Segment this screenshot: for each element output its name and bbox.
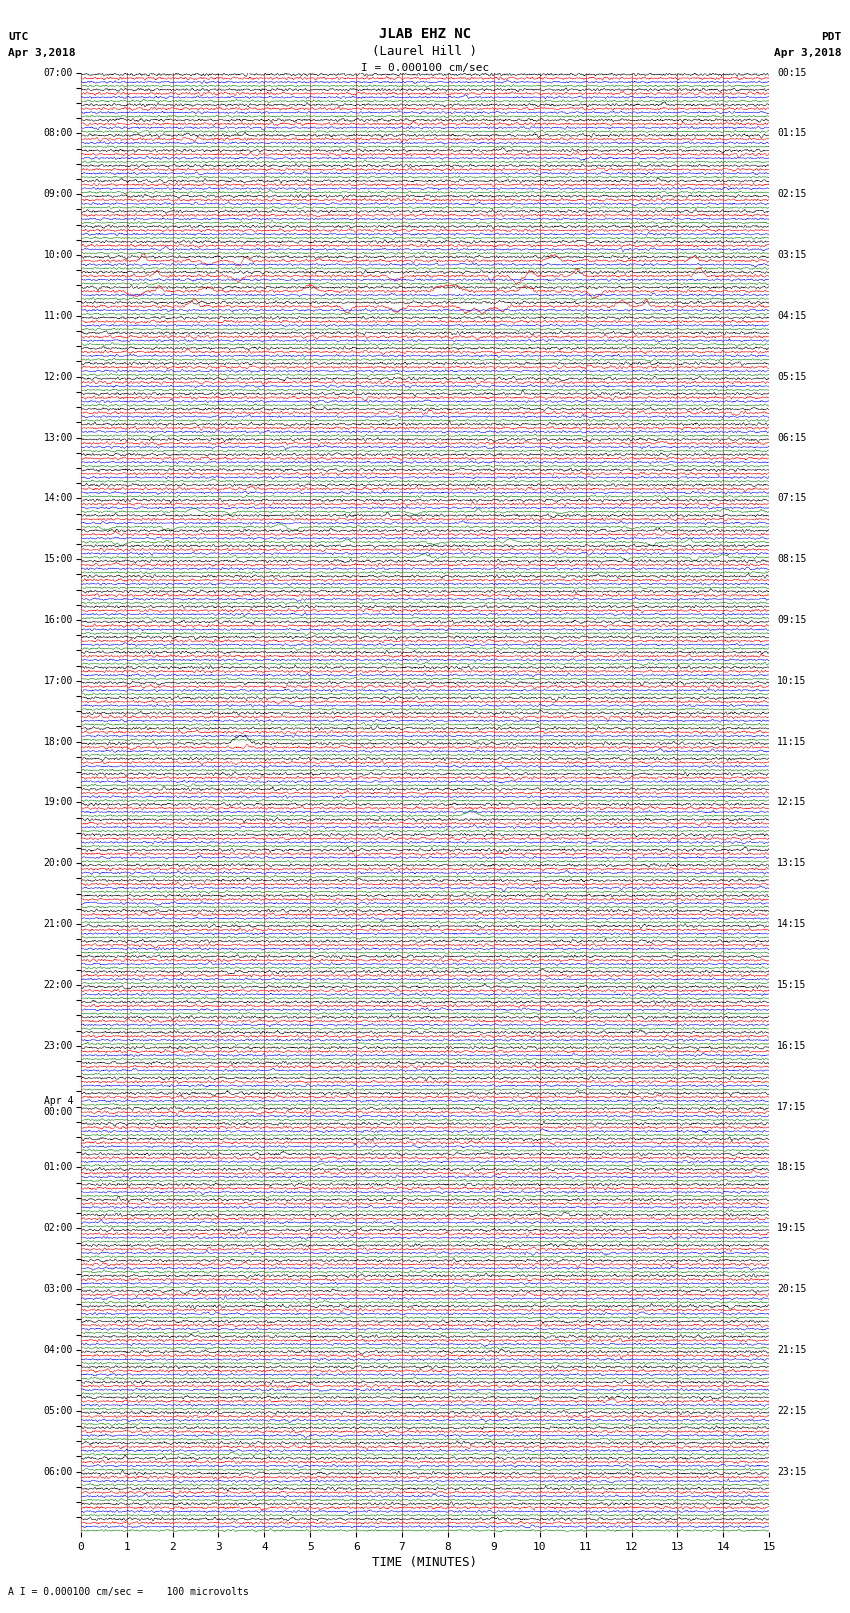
Text: UTC: UTC (8, 32, 29, 42)
Text: Apr 3,2018: Apr 3,2018 (8, 48, 76, 58)
Text: I = 0.000100 cm/sec: I = 0.000100 cm/sec (361, 63, 489, 73)
Text: JLAB EHZ NC: JLAB EHZ NC (379, 27, 471, 42)
Text: A I = 0.000100 cm/sec =    100 microvolts: A I = 0.000100 cm/sec = 100 microvolts (8, 1587, 249, 1597)
Text: Apr 3,2018: Apr 3,2018 (774, 48, 842, 58)
Text: PDT: PDT (821, 32, 842, 42)
X-axis label: TIME (MINUTES): TIME (MINUTES) (372, 1557, 478, 1569)
Text: (Laurel Hill ): (Laurel Hill ) (372, 45, 478, 58)
